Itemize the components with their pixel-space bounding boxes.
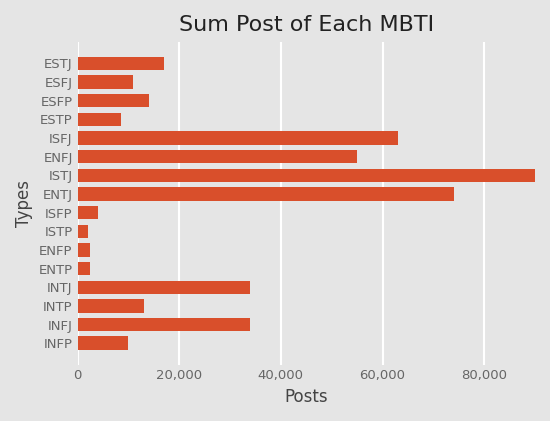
Bar [78, 206, 98, 219]
Bar [78, 75, 134, 89]
Y-axis label: Types: Types [15, 180, 33, 227]
Bar [78, 225, 87, 238]
Bar [78, 336, 128, 350]
Bar [78, 131, 398, 145]
Bar [78, 169, 540, 182]
Title: Sum Post of Each MBTI: Sum Post of Each MBTI [179, 15, 434, 35]
Bar [78, 94, 148, 107]
Bar [78, 299, 144, 313]
X-axis label: Posts: Posts [284, 388, 328, 406]
Bar [78, 57, 164, 70]
Bar [78, 318, 250, 331]
Bar [78, 150, 357, 163]
Bar [78, 243, 90, 257]
Bar [78, 113, 121, 126]
Bar [78, 262, 90, 275]
Bar [78, 280, 250, 294]
Bar [78, 187, 454, 201]
